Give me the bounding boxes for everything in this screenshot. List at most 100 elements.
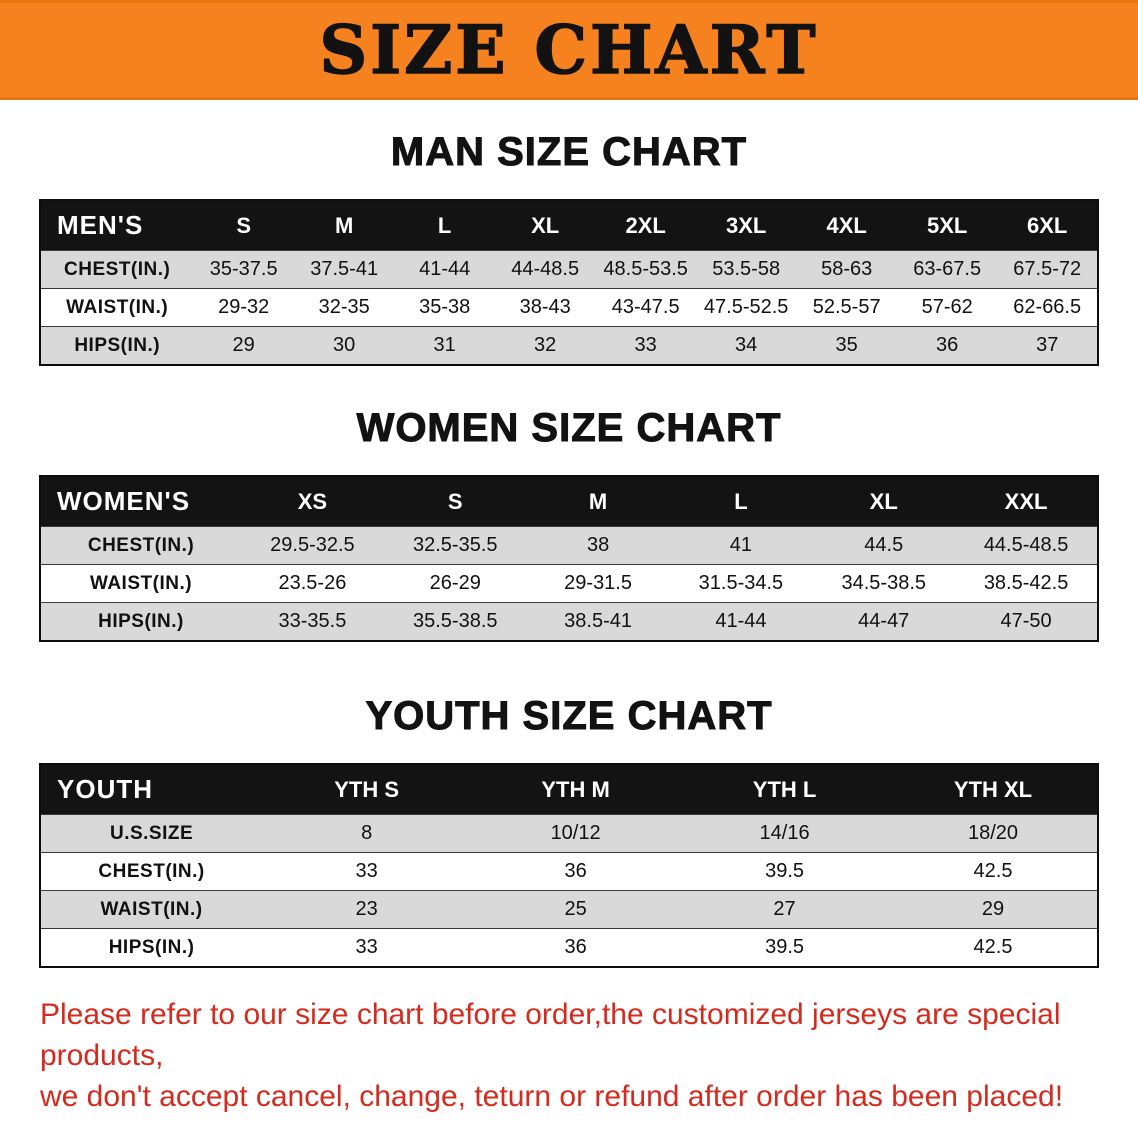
size-value: 39.5 — [680, 928, 890, 967]
table-header-row: YOUTH YTH S YTH M YTH L YTH XL — [40, 764, 1098, 815]
disclaimer-line-1: Please refer to our size chart before or… — [40, 998, 1061, 1072]
size-value: 38 — [526, 526, 670, 565]
size-value: 23.5-26 — [241, 564, 384, 603]
size-value: 41-44 — [669, 602, 813, 641]
disclaimer: Please refer to our size chart before or… — [40, 994, 1138, 1117]
size-value: 33 — [595, 326, 696, 365]
row-label: HIPS(IN.) — [40, 928, 263, 967]
youth-size-table: YOUTH YTH S YTH M YTH L YTH XL U.S.SIZE 8 10/12… — [39, 763, 1099, 968]
size-value: 37 — [997, 326, 1098, 365]
size-column-header: XS — [297, 488, 328, 514]
size-value: 58-63 — [796, 250, 897, 289]
size-value: 34.5-38.5 — [812, 564, 956, 603]
women-size-table: WOMEN'S XS S M L XL XXL CHEST(IN.) 29.5-32.5 32.5… — [39, 475, 1099, 642]
men-size-chart-section: MAN SIZE CHART MEN'S S M L XL 2XL 3XL 4XL 5XL 6XL… — [0, 130, 1138, 366]
size-value: 33 — [262, 928, 472, 967]
table-row: HIPS(IN.) 33-35.5 35.5-38.5 38.5-41 41-44 44-… — [40, 602, 1098, 641]
row-label: CHEST(IN.) — [40, 852, 263, 891]
table-row: U.S.SIZE 8 10/12 14/16 18/20 — [40, 814, 1098, 853]
size-value: 32 — [494, 326, 596, 365]
size-column-header: YTH S — [334, 776, 400, 802]
size-value: 63-67.5 — [896, 250, 998, 289]
row-label: CHEST(IN.) — [40, 526, 242, 565]
size-column-header: YTH XL — [953, 776, 1033, 802]
size-column-header: 5XL — [926, 212, 968, 238]
size-value: 29.5-32.5 — [241, 526, 384, 565]
size-column-header: M — [588, 488, 608, 514]
table-row: CHEST(IN.) 33 36 39.5 42.5 — [40, 852, 1098, 891]
size-column-header: YTH L — [752, 776, 817, 802]
size-value: 35-38 — [394, 288, 495, 327]
size-column-header: S — [236, 212, 251, 238]
size-column-header: XL — [869, 488, 898, 514]
size-value: 23 — [262, 890, 472, 929]
size-column-header: YTH M — [541, 776, 610, 802]
size-value: 26-29 — [383, 564, 527, 603]
size-value: 29 — [193, 326, 294, 365]
size-value: 37.5-41 — [293, 250, 395, 289]
disclaimer-line-2: we don't accept cancel, change, teturn o… — [40, 1080, 1064, 1113]
size-column-header: M — [334, 212, 354, 238]
size-column-header: S — [447, 488, 463, 514]
size-value: 42.5 — [889, 928, 1098, 967]
size-column-header: 3XL — [725, 212, 767, 238]
row-label: WAIST(IN.) — [40, 564, 242, 603]
size-value: 30 — [293, 326, 395, 365]
size-value: 33-35.5 — [241, 602, 384, 641]
size-chart-banner: SIZE CHART — [0, 0, 1138, 100]
size-column-header: XL — [531, 212, 560, 238]
size-value: 48.5-53.5 — [595, 250, 696, 289]
table-corner-label: WOMEN'S — [57, 486, 191, 516]
size-value: 62-66.5 — [997, 288, 1098, 327]
row-label: WAIST(IN.) — [40, 288, 194, 327]
size-value: 67.5-72 — [997, 250, 1098, 289]
size-value: 38-43 — [494, 288, 596, 327]
youth-size-chart-heading: YOUTH SIZE CHART — [365, 694, 773, 739]
size-value: 29-31.5 — [526, 564, 670, 603]
size-value: 38.5-42.5 — [955, 564, 1098, 603]
size-value: 35 — [796, 326, 897, 365]
size-value: 29 — [889, 890, 1098, 929]
size-value: 52.5-57 — [796, 288, 897, 327]
size-value: 44.5-48.5 — [955, 526, 1098, 565]
table-header-row: WOMEN'S XS S M L XL XXL — [40, 476, 1098, 527]
table-corner-label: YOUTH — [57, 774, 153, 804]
size-column-header: XXL — [1004, 488, 1048, 514]
men-size-chart-heading: MAN SIZE CHART — [390, 130, 748, 175]
size-column-header: 4XL — [826, 212, 867, 238]
size-value: 14/16 — [680, 814, 890, 853]
size-column-header: 2XL — [625, 212, 666, 238]
size-value: 25 — [471, 890, 681, 929]
table-corner-label: MEN'S — [57, 210, 144, 240]
size-value: 8 — [262, 814, 472, 853]
women-size-chart-section: WOMEN SIZE CHART WOMEN'S XS S M L XL XXL CHEST(… — [0, 406, 1138, 642]
size-value: 39.5 — [680, 852, 890, 891]
size-value: 57-62 — [896, 288, 998, 327]
size-value: 53.5-58 — [695, 250, 797, 289]
size-value: 36 — [471, 928, 681, 967]
row-label: WAIST(IN.) — [40, 890, 263, 929]
size-value: 35-37.5 — [193, 250, 294, 289]
row-label: HIPS(IN.) — [40, 602, 242, 641]
size-value: 32.5-35.5 — [383, 526, 527, 565]
size-value: 36 — [896, 326, 998, 365]
size-value: 47-50 — [955, 602, 1098, 641]
size-value: 34 — [695, 326, 797, 365]
size-value: 41-44 — [394, 250, 495, 289]
size-value: 31.5-34.5 — [669, 564, 813, 603]
size-value: 38.5-41 — [526, 602, 670, 641]
row-label: CHEST(IN.) — [40, 250, 194, 289]
size-value: 18/20 — [889, 814, 1098, 853]
women-size-chart-heading: WOMEN SIZE CHART — [356, 406, 782, 451]
size-value: 43-47.5 — [595, 288, 696, 327]
size-value: 41 — [669, 526, 813, 565]
size-value: 44-48.5 — [494, 250, 596, 289]
size-value: 47.5-52.5 — [695, 288, 797, 327]
size-value: 27 — [680, 890, 890, 929]
row-label: U.S.SIZE — [40, 814, 263, 853]
banner-title: SIZE CHART — [319, 10, 819, 90]
table-header-row: MEN'S S M L XL 2XL 3XL 4XL 5XL 6XL — [40, 200, 1098, 251]
size-value: 10/12 — [471, 814, 681, 853]
men-size-table: MEN'S S M L XL 2XL 3XL 4XL 5XL 6XL CHEST(IN.) 35-37… — [39, 199, 1099, 366]
size-value: 42.5 — [889, 852, 1098, 891]
